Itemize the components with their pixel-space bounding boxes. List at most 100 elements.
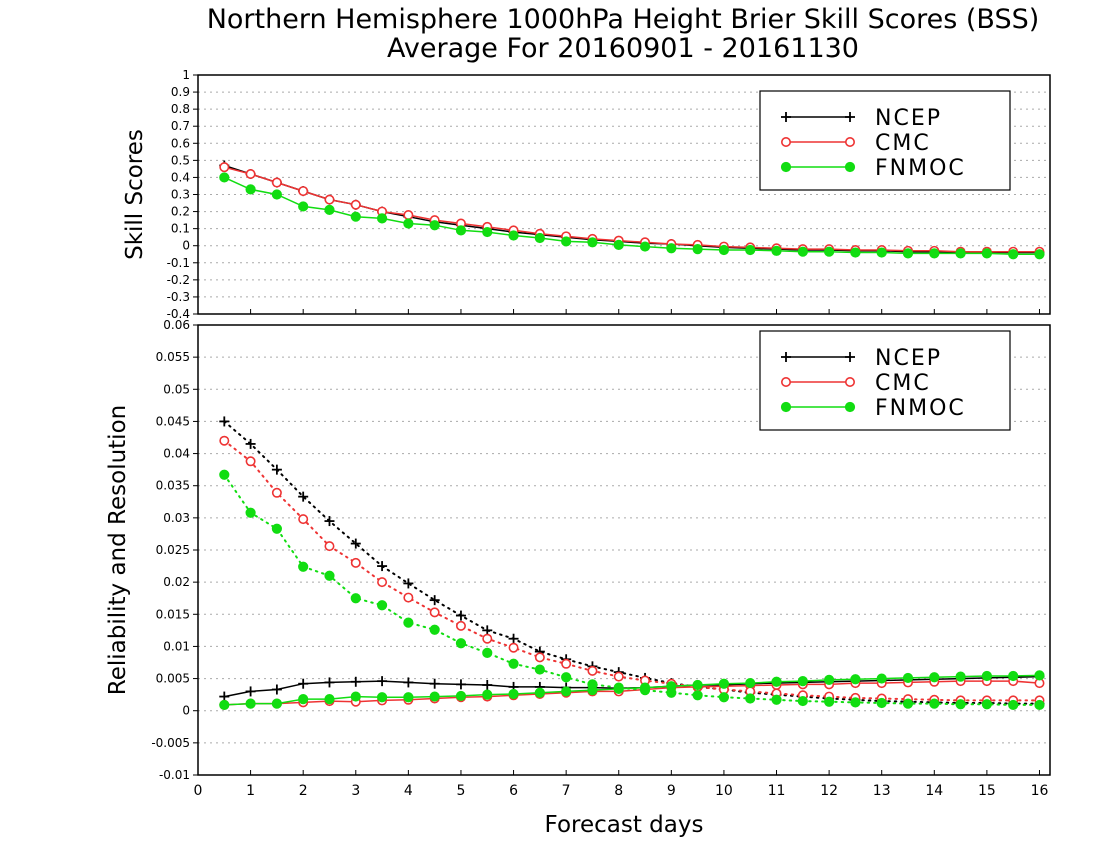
bottom-series-fnmoc-solid-point bbox=[482, 689, 493, 700]
xtick-label: 1 bbox=[246, 783, 255, 799]
xtick-label: 15 bbox=[978, 783, 996, 799]
bottom-series-fnmoc-dotted-point bbox=[824, 696, 835, 707]
top-series-cmc-solid-point bbox=[324, 194, 335, 205]
bottom-ytick-label: 0.02 bbox=[163, 575, 190, 589]
bottom-series-fnmoc-solid-point bbox=[219, 699, 230, 711]
bottom-series-ncep-dotted bbox=[219, 416, 1045, 709]
bottom-legend-item-ncep: NCEP bbox=[781, 346, 940, 371]
top-ytick-label: 0.7 bbox=[171, 119, 190, 133]
bottom-series-fnmoc-dotted-point bbox=[639, 685, 651, 696]
bottom-ytick-label: 0.035 bbox=[156, 479, 190, 493]
bottom-series-fnmoc-dotted-point bbox=[245, 507, 256, 518]
top-series-fnmoc-solid-point bbox=[639, 241, 651, 252]
bottom-plot-frame bbox=[197, 324, 1051, 776]
bottom-legend-marker-left bbox=[780, 376, 791, 387]
bottom-series-fnmoc-solid-point bbox=[534, 687, 545, 698]
bottom-legend-label: FNMOC bbox=[875, 396, 966, 421]
top-ytick-label: 1 bbox=[182, 68, 190, 82]
bottom-series-fnmoc-dotted-point bbox=[534, 664, 545, 675]
top-ytick-label: -0.3 bbox=[167, 290, 190, 304]
top-series-fnmoc-solid-point bbox=[824, 246, 835, 257]
top-series-fnmoc-solid-point bbox=[271, 189, 282, 200]
bottom-ytick-label: 0.06 bbox=[163, 318, 190, 332]
bottom-series-cmc-dotted-line bbox=[223, 439, 1041, 702]
top-series-fnmoc-solid-point bbox=[376, 213, 388, 224]
xtick-label: 13 bbox=[873, 783, 891, 799]
bottom-series-fnmoc-dotted-point bbox=[850, 697, 861, 708]
bottom-series-fnmoc-solid-point bbox=[455, 690, 467, 702]
bottom-series-fnmoc-solid-point bbox=[429, 691, 440, 702]
bottom-series-fnmoc-dotted-point bbox=[955, 699, 966, 710]
top-legend-marker-left bbox=[780, 137, 791, 148]
bottom-series-cmc-dotted-point bbox=[350, 557, 361, 568]
top-series-fnmoc-solid-point bbox=[350, 211, 361, 222]
bottom-series-fnmoc-dotted-point bbox=[587, 679, 598, 690]
top-series-fnmoc-solid-point bbox=[245, 184, 256, 195]
bottom-series-fnmoc-dotted-point bbox=[482, 647, 493, 658]
xtick-label: 4 bbox=[404, 783, 413, 799]
top-series-fnmoc-solid bbox=[219, 172, 1045, 260]
bottom-series-ncep-solid-line bbox=[224, 675, 1040, 698]
top-legend-item-cmc: CMC bbox=[780, 131, 931, 156]
bottom-legend-item-cmc: CMC bbox=[780, 371, 929, 396]
bottom-ytick-label: 0 bbox=[182, 704, 190, 718]
bottom-series-cmc-dotted-point bbox=[324, 541, 335, 552]
xtick-label: 14 bbox=[925, 783, 943, 799]
bottom-series-fnmoc-dotted bbox=[219, 469, 1045, 711]
top-series-cmc-solid-point bbox=[350, 199, 361, 210]
top-series-fnmoc-solid-point bbox=[429, 220, 440, 231]
bottom-series-cmc-dotted-point bbox=[534, 652, 545, 663]
top-ytick-label: 0.3 bbox=[171, 188, 190, 202]
bottom-ytick-label: 0.055 bbox=[156, 350, 190, 364]
bottom-series-cmc-dotted-point bbox=[561, 658, 572, 669]
xtick-label: 0 bbox=[194, 783, 203, 799]
top-series-fnmoc-solid-point bbox=[324, 204, 335, 215]
top-series-cmc-solid-point bbox=[245, 169, 256, 180]
bottom-series-cmc-solid-line bbox=[224, 680, 1040, 706]
xtick-label: 7 bbox=[562, 783, 571, 799]
bottom-series-cmc-dotted-point bbox=[377, 577, 388, 588]
bottom-series-fnmoc-dotted-point bbox=[508, 658, 519, 669]
bottom-series-fnmoc-dotted-point bbox=[613, 682, 624, 693]
bottom-ytick-label: -0.01 bbox=[159, 768, 190, 782]
bottom-series-cmc-dotted-point bbox=[587, 665, 598, 676]
bottom-series-fnmoc-dotted-point bbox=[929, 698, 940, 709]
top-legend-label: NCEP bbox=[875, 106, 942, 131]
bottom-series-cmc-dotted bbox=[219, 435, 1045, 706]
top-legend-label: CMC bbox=[875, 131, 931, 156]
top-series-cmc-solid-point bbox=[403, 209, 414, 220]
top-series-cmc-solid-point bbox=[271, 177, 282, 188]
bottom-series-fnmoc-solid-point bbox=[850, 674, 861, 685]
xtick-label: 5 bbox=[457, 783, 466, 799]
bottom-series-fnmoc-dotted-point bbox=[455, 638, 467, 649]
top-ytick-label: 0 bbox=[182, 239, 190, 253]
top-ytick-label: 0.1 bbox=[171, 222, 190, 236]
bottom-series-fnmoc-solid-point bbox=[692, 679, 703, 691]
bottom-series-fnmoc-dotted-point bbox=[403, 617, 414, 628]
top-series-fnmoc-solid-point bbox=[298, 201, 309, 212]
top-legend-marker-right bbox=[844, 161, 856, 173]
bottom-series-fnmoc-solid-point bbox=[298, 694, 309, 705]
xtick-label: 8 bbox=[614, 783, 623, 799]
bottom-series-fnmoc-solid-point bbox=[902, 672, 914, 684]
xtick-label: 9 bbox=[667, 783, 676, 799]
bottom-series-cmc-dotted-point bbox=[219, 435, 230, 446]
bottom-series-cmc-dotted-point bbox=[482, 633, 493, 644]
bottom-series-cmc-dotted-point bbox=[508, 642, 519, 653]
bottom-series-fnmoc-solid-point bbox=[403, 692, 414, 703]
bottom-series-fnmoc-dotted-point bbox=[429, 624, 440, 635]
bottom-series-cmc-dotted-point bbox=[613, 671, 624, 682]
bottom-series-fnmoc-dotted-point bbox=[1034, 699, 1045, 711]
bottom-legend-marker-right bbox=[844, 376, 855, 387]
bottom-series-fnmoc-dotted-point bbox=[745, 693, 756, 704]
bottom-series-fnmoc-dotted-point bbox=[350, 593, 361, 604]
bottom-series-cmc-dotted-point bbox=[271, 487, 282, 498]
xtick-label: 10 bbox=[715, 783, 733, 799]
top-series-fnmoc-solid-point bbox=[666, 243, 677, 254]
top-ytick-label: -0.4 bbox=[167, 307, 190, 321]
xtick-label: 6 bbox=[509, 783, 518, 799]
top-series-fnmoc-solid-point bbox=[482, 226, 493, 238]
bottom-series-fnmoc-dotted-line bbox=[223, 473, 1041, 706]
